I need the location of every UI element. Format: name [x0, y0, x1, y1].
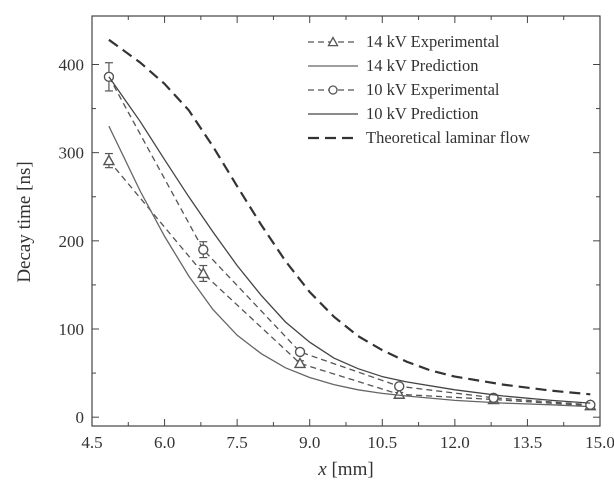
- data-point-triangle: [293, 356, 307, 369]
- legend-label: 10 kV Prediction: [366, 104, 478, 123]
- series-line: [108, 38, 591, 396]
- x-tick-label: 7.5: [227, 433, 248, 452]
- x-axis-variable: x: [317, 459, 327, 480]
- data-point-triangle: [197, 267, 210, 279]
- x-tick-label: 15.0: [585, 433, 614, 452]
- y-tick-label: 0: [76, 408, 85, 427]
- legend-label: 14 kV Prediction: [366, 56, 478, 75]
- data-point-triangle: [102, 154, 116, 166]
- x-tick-label: 10.5: [367, 433, 397, 452]
- series-line: [108, 76, 591, 406]
- data-point-circle: [585, 399, 596, 411]
- x-tick-label: 4.5: [81, 433, 102, 452]
- data-point-circle: [394, 381, 405, 392]
- series-line: [108, 76, 591, 404]
- y-tick-label: 300: [59, 144, 85, 163]
- x-tick-label: 12.0: [440, 433, 470, 452]
- legend-label: 14 kV Experimental: [366, 32, 500, 51]
- legend-marker-triangle: [327, 36, 339, 47]
- data-point-circle: [198, 244, 209, 255]
- x-axis-unit: [mm]: [331, 459, 373, 480]
- y-tick-label: 200: [59, 232, 85, 251]
- x-tick-label: 13.5: [513, 433, 543, 452]
- legend-label: 10 kV Experimental: [366, 80, 500, 99]
- data-point-circle: [294, 346, 306, 358]
- y-tick-label: 400: [59, 55, 85, 74]
- tick-labels: 4.5 6.0 7.5 9.0 10.5 12.0 13.5 15.0 0 100 200 300 40…: [59, 55, 614, 452]
- x-tick-label: 9.0: [299, 433, 320, 452]
- x-axis-title: x [mm]: [317, 459, 373, 480]
- y-tick-label: 100: [59, 320, 85, 339]
- series-line: [108, 160, 591, 407]
- axis-ticks: [91, 16, 601, 426]
- x-tick-label: 6.0: [154, 433, 175, 452]
- series-line: [108, 125, 591, 408]
- legend: 14 kV Experimental 14 kV Prediction 10 kV …: [308, 32, 530, 147]
- legend-label: Theoretical laminar flow: [366, 128, 530, 147]
- plot-frame: [91, 15, 601, 427]
- y-axis-title: Decay time [ns]: [14, 161, 35, 282]
- series-layer: [102, 38, 597, 411]
- legend-marker-circle: [328, 85, 338, 95]
